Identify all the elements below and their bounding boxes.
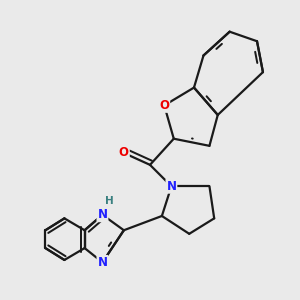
- Text: N: N: [167, 180, 176, 193]
- Text: H: H: [105, 196, 114, 206]
- Text: O: O: [159, 99, 169, 112]
- Text: N: N: [98, 256, 107, 269]
- Text: N: N: [98, 208, 107, 221]
- Text: O: O: [119, 146, 129, 160]
